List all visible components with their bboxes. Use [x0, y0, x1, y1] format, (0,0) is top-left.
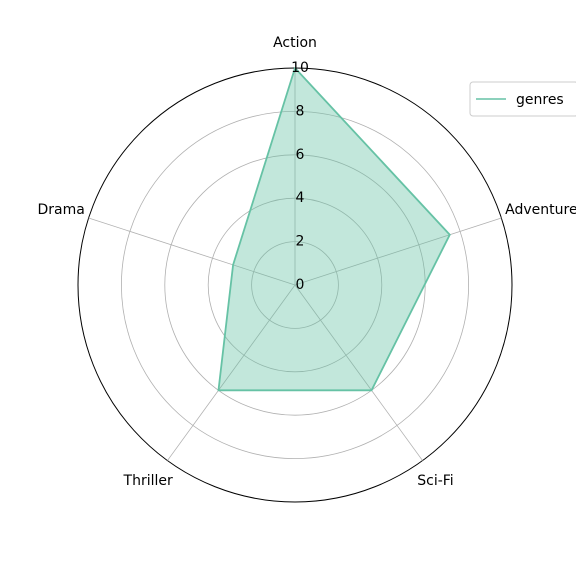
- r-tick-label-0: 0: [296, 277, 305, 293]
- r-tick-label-2: 2: [296, 234, 305, 250]
- r-tick-label-8: 8: [296, 103, 305, 119]
- grid-spoke-3: [167, 284, 296, 461]
- grid-spoke-2: [294, 284, 423, 461]
- series-area-genres: [218, 68, 450, 391]
- grid-spoke-4: [88, 217, 296, 286]
- r-tick-label-6: 6: [296, 147, 305, 163]
- r-tick-label-4: 4: [296, 190, 305, 206]
- category-label-drama: Drama: [38, 202, 85, 218]
- category-label-sci-fi: Sci-Fi: [417, 473, 453, 489]
- category-label-thriller: Thriller: [123, 473, 173, 489]
- legend: genres: [469, 81, 576, 117]
- label-layer: 0 2 4 6 8 10 Action Adventure Sci-Fi Thriller Dram…: [38, 35, 576, 489]
- legend-label-genres: genres: [516, 92, 564, 108]
- grid-spoke-1: [294, 217, 502, 286]
- r-tick-label-10: 10: [291, 60, 309, 76]
- series-layer: [217, 67, 451, 392]
- legend-box: [469, 81, 576, 117]
- category-label-action: Action: [273, 35, 317, 51]
- category-label-adventure: Adventure: [505, 202, 576, 218]
- series-line-genres: [217, 67, 451, 392]
